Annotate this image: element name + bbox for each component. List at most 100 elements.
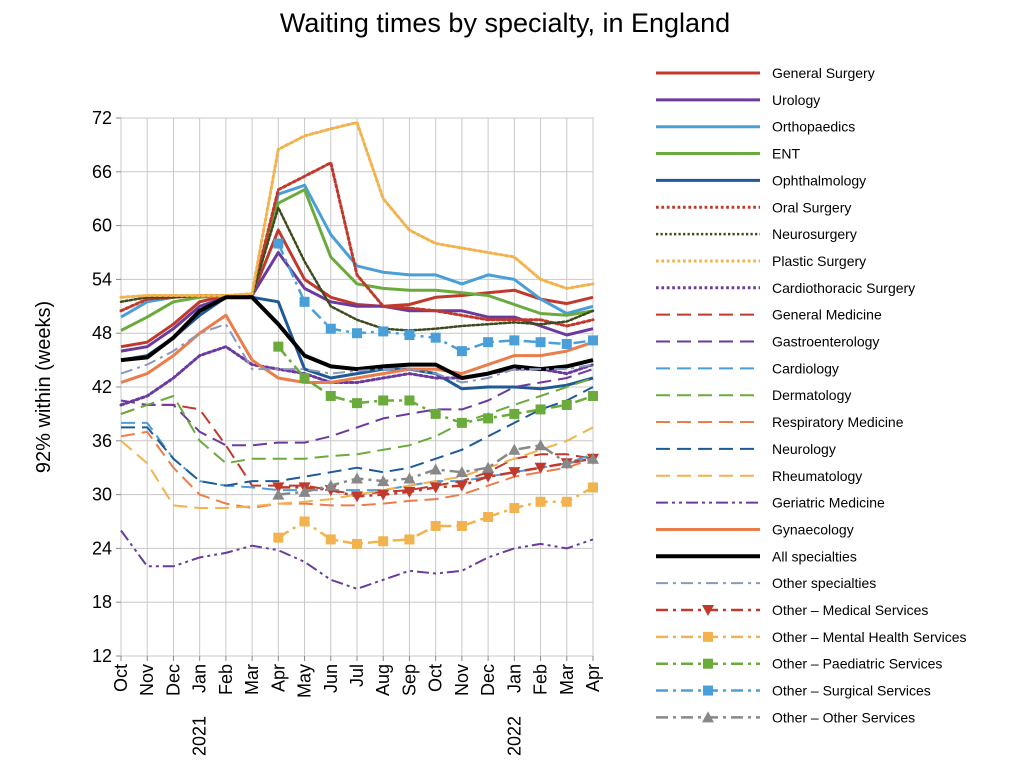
legend-label: Cardiothoracic Surgery <box>772 280 915 296</box>
data-point-marker <box>404 329 415 340</box>
data-point-marker <box>535 404 546 415</box>
data-point-marker <box>456 346 467 357</box>
data-point-marker <box>509 503 520 514</box>
legend-label: Other specialties <box>772 575 876 591</box>
legend-item: Orthopaedics <box>656 119 855 135</box>
chart-title: Waiting times by specialty, in England <box>279 8 731 38</box>
series-line <box>120 251 594 353</box>
x-tick-label: Oct <box>426 664 446 692</box>
series-line <box>120 426 594 509</box>
data-point-marker <box>378 536 389 547</box>
series-line <box>272 439 599 500</box>
y-tick-label: 60 <box>92 216 112 236</box>
legend-label: General Surgery <box>772 65 875 81</box>
series-layer <box>119 121 599 590</box>
data-point-marker <box>561 496 572 507</box>
data-point-marker <box>404 534 415 545</box>
series-line <box>120 377 594 465</box>
x-tick-label: Dec <box>163 664 183 696</box>
legend-label: Gastroenterology <box>772 334 879 350</box>
series-line <box>120 529 594 590</box>
data-point-marker <box>272 482 285 494</box>
legend-label: Other – Medical Services <box>772 602 928 618</box>
x-tick-label: Jan <box>190 664 210 693</box>
legend-label: Dermatology <box>772 387 851 403</box>
data-point-marker <box>456 520 467 531</box>
data-point-marker <box>483 512 494 523</box>
legend-item: Other – Medical Services <box>656 602 928 618</box>
data-point-marker <box>561 399 572 410</box>
axis-layer: 12 18 24 30 36 42 48 54 60 66 72 Oct Nov Dec Jan Feb Mar… <box>92 108 603 756</box>
data-point-marker <box>325 390 336 401</box>
data-point-marker <box>509 335 520 346</box>
series-line <box>120 323 594 384</box>
legend-label: Orthopaedics <box>772 119 855 135</box>
data-point-marker <box>325 323 336 334</box>
legend-label: Plastic Surgery <box>772 253 866 269</box>
legend-item: Other – Mental Health Services <box>656 629 967 645</box>
legend-label: Gynaecology <box>772 521 854 537</box>
legend-item: General Medicine <box>656 307 882 323</box>
y-axis-label: 92% within (weeks) <box>33 301 55 473</box>
x-tick-label: Apr <box>583 664 603 692</box>
x-tick-label: Apr <box>268 664 288 692</box>
series-path <box>121 386 594 487</box>
data-point-marker <box>535 496 546 507</box>
data-point-marker <box>560 457 573 469</box>
legend-label: All specialties <box>772 548 857 564</box>
legend-item: Other – Other Services <box>656 709 915 725</box>
series-path <box>120 295 594 380</box>
series-path <box>120 188 594 332</box>
data-point-marker <box>403 472 416 484</box>
data-point-marker <box>377 489 390 501</box>
data-point-marker <box>588 335 598 346</box>
legend-label: Cardiology <box>772 360 839 376</box>
data-point-marker <box>324 479 337 491</box>
legend-item: Neurosurgery <box>656 226 857 242</box>
legend-item: Rheumatology <box>656 468 862 484</box>
data-point-marker <box>430 332 441 343</box>
data-point-marker <box>588 482 598 493</box>
x-tick-label: Sep <box>399 664 419 696</box>
series-path <box>120 251 594 353</box>
legend-label: Respiratory Medicine <box>772 414 904 430</box>
x-tick-label: Nov <box>137 664 157 696</box>
data-point-marker <box>378 326 389 337</box>
legend-marker <box>702 711 714 723</box>
data-point-marker <box>588 390 598 401</box>
x-tick-label: Mar <box>242 664 262 695</box>
series-path <box>119 121 595 299</box>
series-line <box>120 295 594 391</box>
x-tick-label: Nov <box>452 664 472 696</box>
x-tick-label: Dec <box>478 664 498 696</box>
data-point-marker <box>299 373 310 384</box>
series-path <box>120 426 594 509</box>
data-point-marker <box>508 443 521 455</box>
x-tick-label: Aug <box>373 664 393 696</box>
data-point-marker <box>455 466 468 478</box>
x-year-label: 2021 <box>190 716 210 756</box>
data-point-marker <box>273 341 284 352</box>
x-tick-label: Jan <box>504 664 524 693</box>
legend-item: ENT <box>656 146 800 162</box>
data-point-marker <box>325 534 336 545</box>
data-point-marker <box>508 467 521 479</box>
y-tick-label: 30 <box>92 485 112 505</box>
legend-label: Other – Mental Health Services <box>772 629 967 645</box>
x-tick-label: Mar <box>557 664 577 695</box>
data-point-marker <box>483 337 494 348</box>
legend-item: Dermatology <box>656 387 851 403</box>
data-point-marker <box>273 532 284 543</box>
series-line <box>121 386 594 487</box>
legend-label: ENT <box>772 146 800 162</box>
data-point-marker <box>482 461 495 473</box>
legend-item: Urology <box>656 92 820 108</box>
series-line <box>119 121 595 299</box>
legend-item: Other – Surgical Services <box>656 683 931 699</box>
series-line <box>273 238 598 357</box>
data-point-marker <box>299 516 310 527</box>
data-point-marker <box>429 482 442 494</box>
y-tick-label: 36 <box>92 431 112 451</box>
legend-label: General Medicine <box>772 307 882 323</box>
